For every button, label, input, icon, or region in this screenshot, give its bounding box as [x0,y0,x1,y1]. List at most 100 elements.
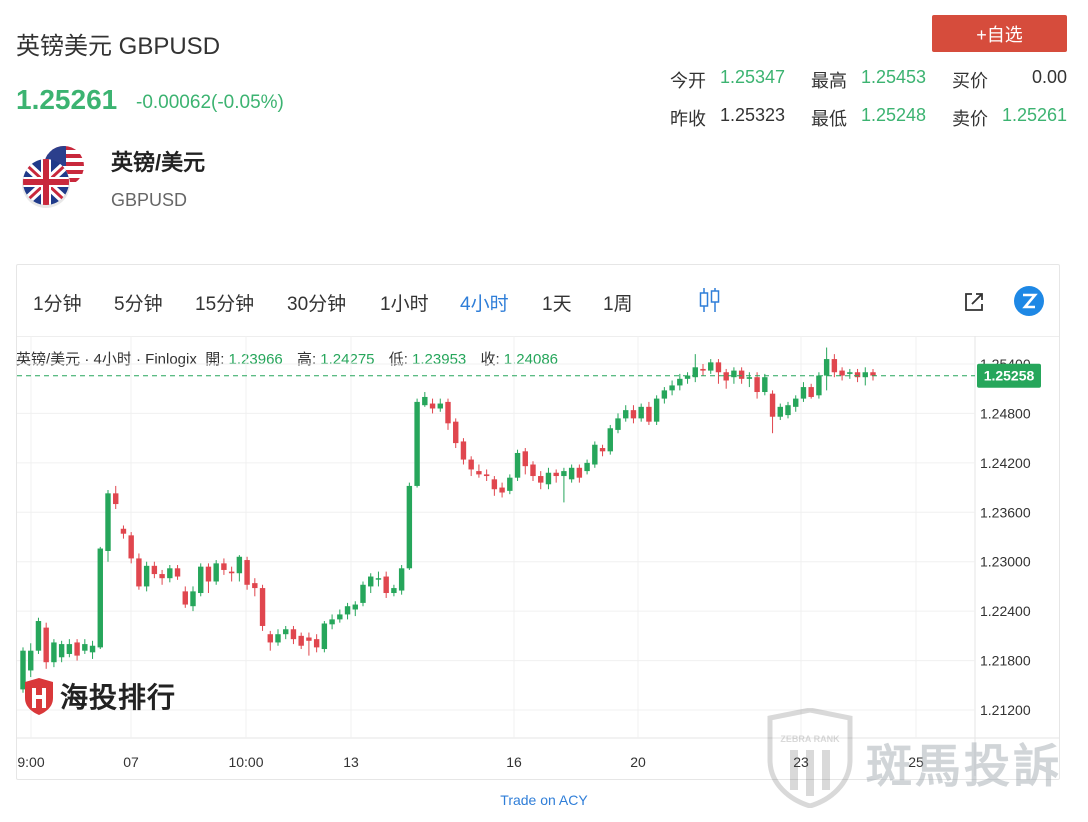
candle-body [159,574,165,579]
add-watchlist-button[interactable]: +自选 [932,15,1067,52]
symbol-code: GBPUSD [111,190,188,210]
candle-body [398,568,405,591]
candle-body [306,637,312,641]
y-tick-label: 1.21800 [980,653,1031,669]
candle-body [599,448,606,452]
haitou-watermark-text: 海投排行 [60,682,177,713]
candle-body [538,476,544,483]
candle-body [754,377,760,393]
x-tick-label: 13 [343,754,359,770]
x-tick-label: 16 [506,754,522,770]
tab-30min[interactable]: 30分钟 [287,294,347,315]
candle-body [28,650,34,671]
candle-body [352,604,358,610]
candle-body [615,418,621,430]
candle-body [692,367,698,378]
x-tick-label: 25 [908,754,924,770]
tab-1week[interactable]: 1周 [603,294,633,315]
chart-toolbar: 1分钟 5分钟 15分钟 30分钟 1小时 4小时 1天 1周 [17,265,1059,337]
candle-body [344,606,351,615]
candle-body [58,644,65,658]
candle-body [174,568,181,577]
candle-body [653,398,660,422]
candle-body [82,644,88,651]
high-value: 1.25453 [861,67,927,87]
x-tick-label: 9:00 [17,754,44,770]
last-price-label: 1.25258 [984,368,1035,384]
tradingview-logo-icon[interactable] [1013,285,1045,322]
candle-body [252,583,258,589]
tab-1min[interactable]: 1分钟 [33,294,82,315]
candle-body [777,406,783,417]
candle-body [476,471,482,475]
prev-close-value: 1.25323 [720,105,786,125]
candle-body [105,493,111,552]
candle-body [762,377,768,393]
x-tick-label: 20 [630,754,646,770]
candle-body [375,578,382,580]
candle-body [723,372,729,381]
tab-1hour[interactable]: 1小时 [380,294,429,315]
candle-body [522,451,528,467]
candle-body [839,370,845,376]
candle-body [182,591,188,605]
external-link-icon[interactable] [963,291,985,318]
candle-body [391,588,397,594]
candle-body [870,372,876,376]
candle-body [854,372,861,378]
candle-body [74,642,80,656]
candle-body [151,565,158,575]
haitou-watermark: 海投排行 [22,676,176,716]
page-title: 英镑美元 GBPUSD [16,33,221,60]
candle-body [221,563,227,570]
candle-body [630,410,637,419]
candle-body [445,401,451,424]
candle-body [561,471,567,477]
buy-value: 0.00 [1032,67,1068,87]
candle-body [553,472,559,477]
candle-body [35,621,42,651]
candle-body [491,479,498,490]
candlestick-chart[interactable]: 1.254001.248001.242001.236001.230001.224… [17,336,1059,776]
candle-body [313,639,320,648]
candle-body [862,372,868,378]
candle-body [731,370,737,378]
tab-4hour[interactable]: 4小时 [460,294,509,315]
low-value: 1.25248 [861,105,927,125]
buy-label: 买价 [952,71,988,91]
candle-body [213,563,219,582]
tab-1day[interactable]: 1天 [542,294,572,315]
candle-body [677,378,683,386]
candle-body [337,614,343,620]
candle-body [368,576,374,587]
prev-close-label: 昨收 [670,109,706,129]
x-tick-label: 23 [793,754,809,770]
candle-body [816,375,822,396]
x-tick-label: 10:00 [228,754,263,770]
candle-body [661,390,668,399]
symbol-name-cn: 英镑/美元 [111,150,206,175]
candle-body [236,556,243,574]
candle-body [708,362,714,371]
candle-body [205,566,212,582]
candle-body [321,623,328,650]
candle-body [89,645,96,653]
open-value: 1.25347 [720,67,786,87]
candle-body [283,629,289,635]
candle-body [437,403,443,409]
candle-body [700,368,706,371]
candle-body [453,421,459,444]
candle-body [499,487,505,493]
candle-body [113,493,119,505]
high-label: 最高 [811,71,847,91]
candle-type-icon[interactable] [699,287,721,318]
tab-15min[interactable]: 15分钟 [195,294,255,315]
candle-body [808,387,814,397]
candle-body [360,584,366,603]
trade-on-acy-link[interactable]: Trade on ACY [500,792,588,808]
tab-5min[interactable]: 5分钟 [114,294,163,315]
candle-body [483,474,490,477]
candle-body [669,385,675,391]
y-tick-label: 1.24200 [980,455,1031,471]
zebra-badge-text: ZEBRA RANK [780,734,840,744]
